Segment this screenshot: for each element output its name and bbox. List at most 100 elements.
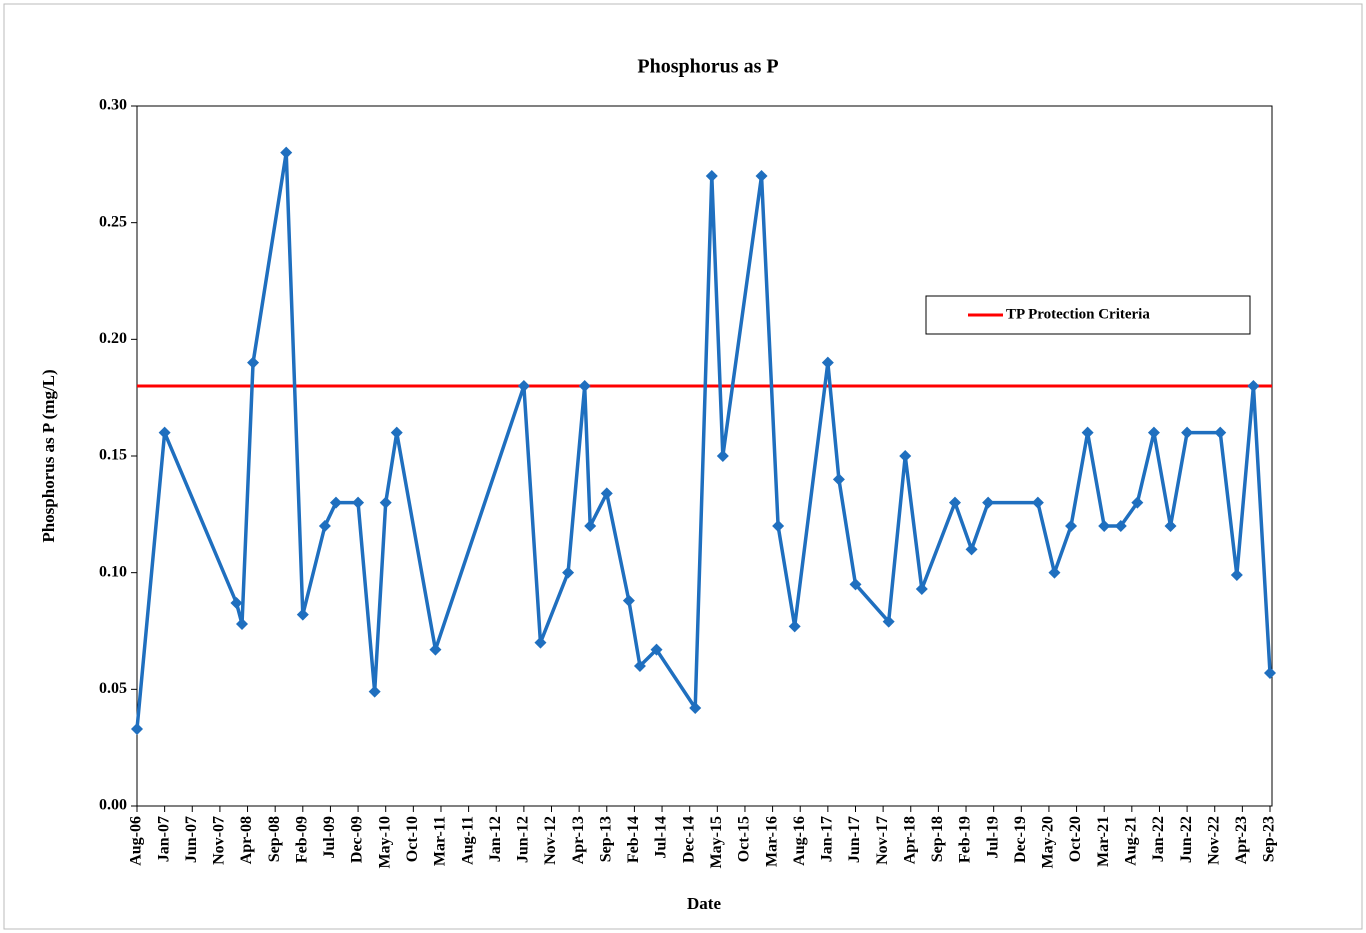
x-tick-label: Nov-22 [1205, 816, 1222, 865]
x-tick-label: Jun-17 [846, 816, 863, 863]
x-tick-label: Feb-09 [293, 816, 310, 863]
y-tick-label: 0.30 [99, 97, 127, 114]
x-tick-label: Aug-06 [128, 816, 145, 866]
x-tick-label: Feb-19 [957, 816, 974, 863]
y-tick-label: 0.05 [99, 680, 127, 697]
y-tick-label: 0.00 [99, 797, 127, 814]
data-point [390, 426, 403, 439]
x-tick-label: Jun-07 [183, 816, 200, 863]
x-tick-label: Sep-08 [266, 816, 283, 862]
data-point [821, 356, 834, 369]
data-point [1181, 426, 1194, 439]
data-point [1214, 426, 1227, 439]
x-tick-label: Mar-21 [1095, 816, 1112, 867]
data-point [584, 520, 597, 532]
data-point [1031, 496, 1044, 509]
data-point [915, 583, 928, 595]
data-point [882, 615, 895, 628]
x-tick-label: Dec-19 [1012, 816, 1029, 863]
data-point [429, 643, 442, 656]
data-point [755, 170, 768, 182]
data-point [633, 660, 646, 672]
data-point [517, 380, 530, 392]
data-point [578, 380, 591, 392]
x-tick-label: Oct-15 [736, 816, 753, 862]
data-point [1065, 520, 1078, 532]
x-tick-label: Dec-09 [349, 816, 366, 863]
data-point [158, 426, 171, 439]
data-point [1098, 520, 1111, 532]
x-tick-label: May-20 [1040, 816, 1057, 868]
data-point [705, 170, 718, 182]
data-point [965, 543, 978, 556]
data-point [131, 723, 143, 735]
data-point [600, 487, 613, 500]
x-axis-title: Date [687, 894, 721, 913]
x-tick-label: Jan-12 [487, 816, 504, 862]
data-point [1114, 520, 1127, 532]
x-tick-label: Nov-12 [542, 816, 559, 865]
data-point [716, 450, 729, 462]
data-point [1264, 667, 1276, 679]
data-point [352, 496, 365, 509]
x-tick-label: Dec-14 [680, 816, 697, 863]
x-tick-label: Jan-22 [1150, 816, 1167, 862]
data-point [296, 608, 309, 621]
data-point [562, 566, 575, 579]
x-tick-label: Aug-11 [459, 816, 476, 865]
x-tick-label: Sep-13 [597, 816, 614, 862]
data-point [236, 618, 249, 630]
x-tick-label: Jun-22 [1178, 816, 1195, 863]
data-point [622, 594, 635, 607]
x-tick-label: Jul-19 [984, 816, 1001, 859]
data-point [247, 356, 260, 369]
data-line [135, 150, 1272, 730]
data-point [788, 620, 801, 633]
x-tick-label: Mar-11 [432, 816, 449, 866]
data-point [1247, 380, 1260, 392]
y-tick-label: 0.15 [99, 447, 127, 464]
y-tick-label: 0.25 [99, 213, 127, 230]
x-tick-label: Jun-12 [515, 816, 532, 863]
x-tick-label: Feb-14 [625, 816, 642, 863]
x-tick-label: Jul-09 [321, 816, 338, 859]
x-tick-label: Jan-17 [819, 816, 836, 862]
x-tick-label: Mar-16 [763, 816, 780, 867]
x-tick-label: Apr-23 [1233, 816, 1250, 864]
x-tick-label: Aug-16 [791, 816, 808, 866]
data-point [1230, 569, 1243, 581]
data-point [329, 496, 342, 509]
data-point [318, 520, 331, 532]
chart-border [3, 3, 1363, 930]
data-point [1048, 566, 1061, 579]
x-tick-label: Oct-10 [404, 816, 421, 862]
x-tick-label: Jul-14 [653, 816, 670, 859]
data-point [772, 520, 785, 532]
chart-title: Phosphorus as P [637, 56, 778, 78]
data-point [1147, 426, 1160, 439]
x-tick-label: Sep-23 [1261, 816, 1278, 862]
x-tick-label: Apr-08 [238, 816, 255, 864]
x-tick-label: Apr-13 [570, 816, 587, 864]
data-point [1164, 520, 1177, 532]
data-point [280, 146, 293, 159]
data-point [849, 578, 862, 591]
y-axis-title: Phosphorus as P (mg/L) [39, 369, 58, 542]
x-tick-label: Sep-18 [929, 816, 946, 862]
data-point [534, 636, 547, 649]
y-tick-label: 0.20 [99, 330, 127, 347]
data-point [1131, 496, 1144, 509]
data-point [899, 450, 912, 462]
data-point [832, 473, 845, 486]
legend-label: TP Protection Criteria [1006, 306, 1150, 322]
data-point [230, 597, 243, 609]
data-point [948, 496, 961, 509]
x-tick-label: Apr-18 [901, 816, 918, 864]
x-tick-label: Nov-17 [874, 816, 891, 865]
data-point [982, 496, 995, 509]
data-point [368, 685, 381, 698]
data-point [379, 496, 392, 509]
x-tick-label: Nov-07 [211, 816, 228, 865]
x-tick-label: Jan-07 [155, 816, 172, 862]
